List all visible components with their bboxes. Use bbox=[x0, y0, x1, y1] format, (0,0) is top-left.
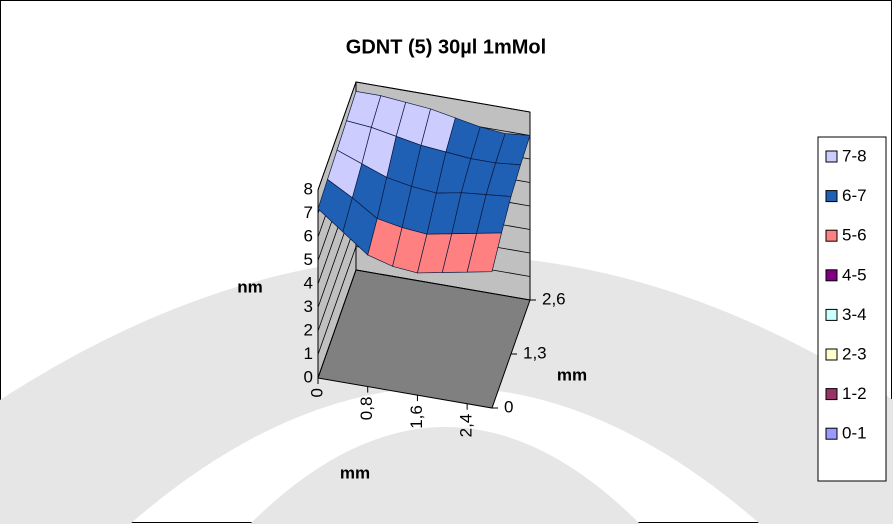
legend-label: 2-3 bbox=[842, 344, 867, 363]
x-tick-label: 2,4 bbox=[457, 414, 476, 438]
z-tick-label: 1 bbox=[304, 344, 313, 363]
x-axis-label: mm bbox=[340, 463, 370, 482]
y-tick-label: 2,6 bbox=[542, 289, 566, 308]
chart-title: GDNT (5) 30µl 1mMol bbox=[346, 36, 546, 58]
legend-swatch bbox=[826, 151, 837, 162]
z-tick-label: 8 bbox=[304, 179, 313, 198]
legend-swatch bbox=[826, 230, 837, 241]
legend-swatch bbox=[826, 309, 837, 320]
legend-swatch bbox=[826, 270, 837, 281]
legend-label: 6-7 bbox=[842, 186, 867, 205]
legend-swatch bbox=[826, 389, 837, 400]
legend-label: 7-8 bbox=[842, 146, 867, 165]
legend-label: 4-5 bbox=[842, 265, 867, 284]
legend-label: 1-2 bbox=[842, 384, 867, 403]
z-tick-label: 3 bbox=[304, 297, 313, 316]
x-tick-label: 0 bbox=[307, 388, 326, 397]
z-tick-label: 5 bbox=[304, 250, 313, 269]
legend-swatch bbox=[826, 349, 837, 360]
chart: GDNT (5) 30µl 1mMol nm mm mm 0 1 2 3 4 5 6 7 8 0 0… bbox=[0, 0, 893, 524]
z-tick-label: 4 bbox=[304, 273, 313, 292]
z-axis-label: nm bbox=[237, 277, 263, 296]
z-tick-label: 6 bbox=[304, 226, 313, 245]
legend-label: 5-6 bbox=[842, 226, 867, 245]
legend-swatch bbox=[826, 191, 837, 202]
y-axis-label: mm bbox=[557, 365, 587, 384]
legend-label: 0-1 bbox=[842, 424, 867, 443]
legend-swatch bbox=[826, 428, 837, 439]
z-tick-label: 0 bbox=[304, 367, 313, 386]
z-tick-label: 7 bbox=[304, 203, 313, 222]
z-tick-label: 2 bbox=[304, 320, 313, 339]
x-tick-label: 1,6 bbox=[407, 405, 426, 429]
legend-label: 3-4 bbox=[842, 305, 867, 324]
y-tick-label: 1,3 bbox=[523, 343, 547, 362]
x-tick-label: 0,8 bbox=[357, 397, 376, 421]
page: {"chart_data": {"type": "surface", "titl… bbox=[0, 0, 893, 524]
y-tick-label: 0 bbox=[504, 397, 513, 416]
